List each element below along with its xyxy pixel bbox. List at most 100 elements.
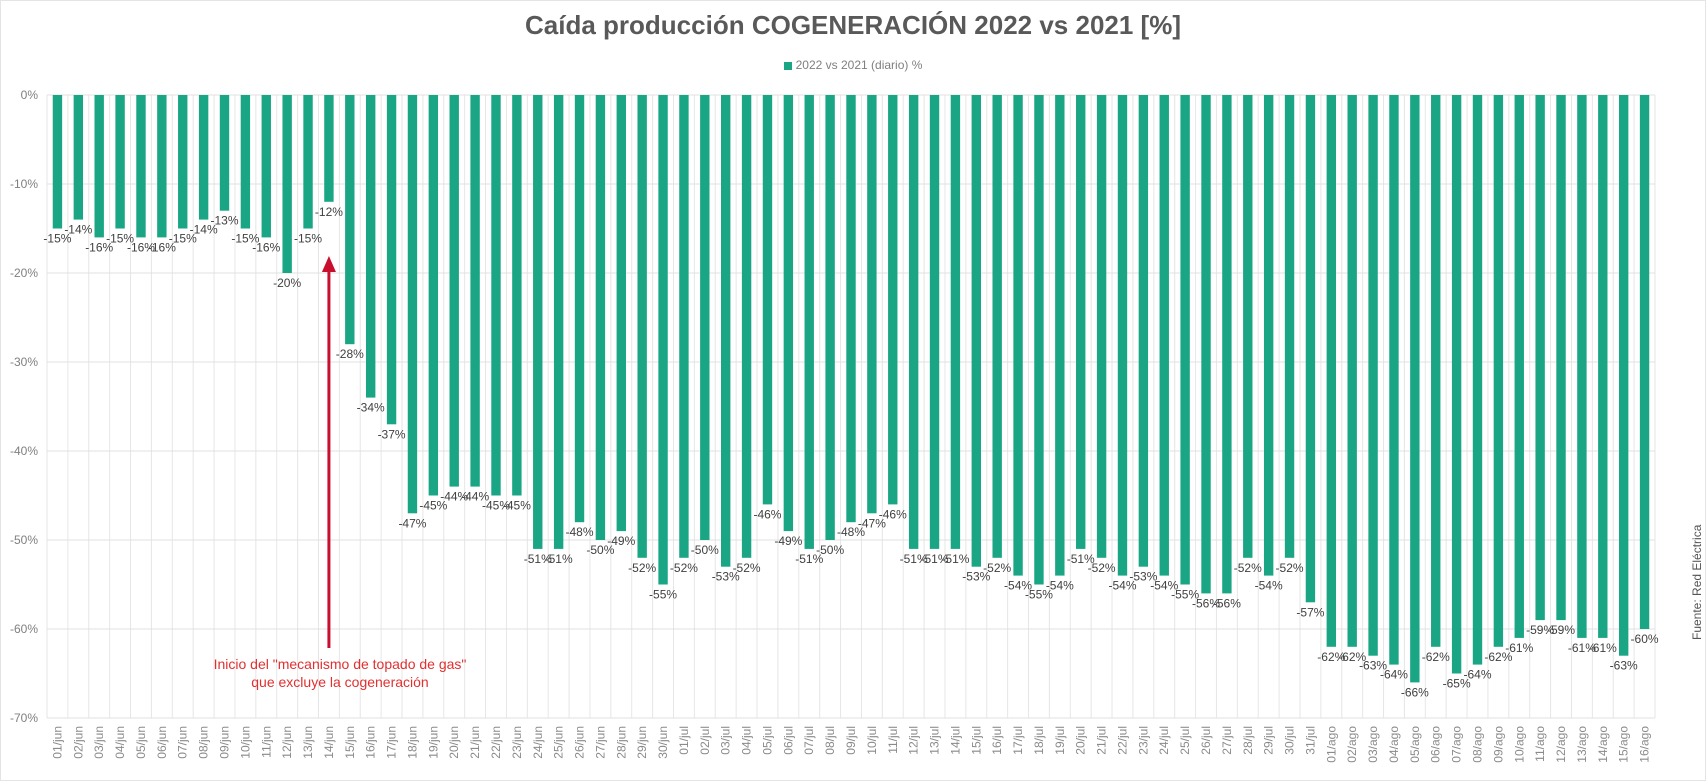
x-tick-label: 27/jun bbox=[593, 726, 607, 759]
y-tick-label: 0% bbox=[21, 88, 39, 102]
x-tick-label: 08/jul bbox=[823, 726, 837, 755]
x-tick-label: 02/jul bbox=[698, 726, 712, 755]
bar bbox=[1535, 95, 1545, 621]
x-tick-label: 01/jun bbox=[50, 726, 64, 759]
y-tick-label: -30% bbox=[10, 355, 38, 369]
bar bbox=[762, 95, 773, 505]
data-label: -51% bbox=[524, 552, 552, 566]
data-label: -62% bbox=[1317, 650, 1345, 664]
data-label: -63% bbox=[1359, 659, 1387, 673]
data-label: -64% bbox=[1380, 668, 1408, 682]
bar bbox=[303, 95, 313, 229]
chart-title: Caída producción COGENERACIÓN 2022 vs 20… bbox=[525, 10, 1181, 40]
data-label: -15% bbox=[294, 232, 322, 246]
x-tick-label: 03/ago bbox=[1366, 726, 1380, 763]
bar bbox=[1076, 95, 1086, 549]
data-label: -54% bbox=[1108, 579, 1136, 593]
legend-swatch bbox=[783, 61, 792, 70]
bar bbox=[261, 95, 271, 238]
bar bbox=[1180, 95, 1190, 585]
bar bbox=[219, 95, 230, 211]
x-tick-label: 04/jul bbox=[740, 726, 754, 755]
x-tick-label: 07/jul bbox=[802, 726, 816, 755]
bar bbox=[94, 95, 104, 238]
bar bbox=[783, 95, 794, 532]
x-tick-label: 21/jul bbox=[1095, 726, 1109, 755]
x-tick-label: 19/jul bbox=[1053, 726, 1067, 755]
x-tick-label: 29/jul bbox=[1262, 726, 1276, 755]
x-tick-label: 02/jun bbox=[71, 726, 85, 759]
bar bbox=[240, 95, 251, 229]
data-label: -53% bbox=[712, 570, 740, 584]
data-label: -14% bbox=[190, 223, 218, 237]
y-tick-label: -60% bbox=[10, 622, 38, 636]
bar bbox=[700, 95, 710, 540]
data-label: -52% bbox=[1276, 561, 1304, 575]
data-label: -57% bbox=[1296, 605, 1324, 619]
bar bbox=[846, 95, 856, 523]
data-label: -44% bbox=[440, 490, 468, 504]
bar bbox=[198, 95, 209, 220]
y-tick-label: -70% bbox=[10, 711, 38, 725]
annotation-line-1: Inicio del "mecanismo de topado de gas" bbox=[213, 656, 467, 672]
x-tick-label: 16/ago bbox=[1638, 726, 1652, 763]
x-tick-label: 03/jun bbox=[92, 726, 106, 759]
bar bbox=[1326, 95, 1337, 647]
bar bbox=[992, 95, 1002, 558]
data-label: -45% bbox=[482, 499, 510, 513]
x-tick-label: 06/ago bbox=[1429, 726, 1443, 763]
bar bbox=[867, 95, 877, 514]
legend-label: 2022 vs 2021 (diario) % bbox=[795, 58, 923, 72]
x-tick-label: 22/jul bbox=[1115, 726, 1129, 755]
x-tick-label: 14/jul bbox=[948, 726, 962, 755]
x-tick-label: 07/jun bbox=[176, 726, 190, 759]
bar bbox=[971, 95, 981, 567]
data-label: -54% bbox=[1046, 579, 1074, 593]
bar bbox=[386, 95, 397, 425]
data-label: -61% bbox=[1505, 641, 1533, 655]
data-label: -46% bbox=[753, 507, 781, 521]
data-label: -50% bbox=[691, 543, 719, 557]
bar bbox=[52, 95, 63, 229]
x-tick-label: 13/jul bbox=[928, 726, 942, 755]
bar bbox=[1577, 95, 1587, 638]
data-label: -13% bbox=[210, 214, 238, 228]
bar bbox=[1556, 95, 1566, 621]
bar bbox=[595, 95, 606, 540]
data-label: -12% bbox=[315, 205, 343, 219]
x-tick-label: 21/jun bbox=[468, 726, 482, 759]
x-tick-label: 09/jul bbox=[844, 726, 858, 755]
bar bbox=[1389, 95, 1399, 665]
bar bbox=[136, 95, 146, 238]
data-label: -16% bbox=[252, 240, 280, 254]
bar bbox=[1138, 95, 1149, 567]
data-label: -51% bbox=[941, 552, 969, 566]
x-tick-label: 04/ago bbox=[1387, 726, 1401, 763]
data-label: -52% bbox=[983, 561, 1011, 575]
bar bbox=[553, 95, 564, 549]
bar bbox=[1222, 95, 1232, 594]
x-tick-label: 11/jul bbox=[886, 726, 900, 754]
bar bbox=[908, 95, 919, 549]
data-label: -59% bbox=[1526, 623, 1554, 637]
data-label: -45% bbox=[503, 499, 531, 513]
x-tick-label: 01/jul bbox=[677, 726, 691, 755]
data-label: -66% bbox=[1401, 685, 1429, 699]
bar bbox=[157, 95, 167, 238]
bar bbox=[1472, 95, 1483, 665]
annotation-line-2: que excluye la cogeneración bbox=[251, 674, 429, 690]
data-label: -48% bbox=[837, 525, 865, 539]
x-tick-label: 10/ago bbox=[1512, 726, 1526, 763]
x-tick-label: 10/jul bbox=[865, 726, 879, 755]
x-tick-label: 28/jul bbox=[1241, 726, 1255, 755]
x-tick-label: 07/ago bbox=[1450, 726, 1464, 763]
x-tick-label: 04/jun bbox=[113, 726, 127, 759]
bar bbox=[721, 95, 731, 567]
data-label: -47% bbox=[858, 516, 886, 530]
data-label: -62% bbox=[1484, 650, 1512, 664]
bar bbox=[637, 95, 647, 558]
bar bbox=[1284, 95, 1295, 558]
bar bbox=[1514, 95, 1524, 638]
x-tick-label: 10/jun bbox=[238, 726, 252, 759]
data-label: -16% bbox=[148, 240, 176, 254]
